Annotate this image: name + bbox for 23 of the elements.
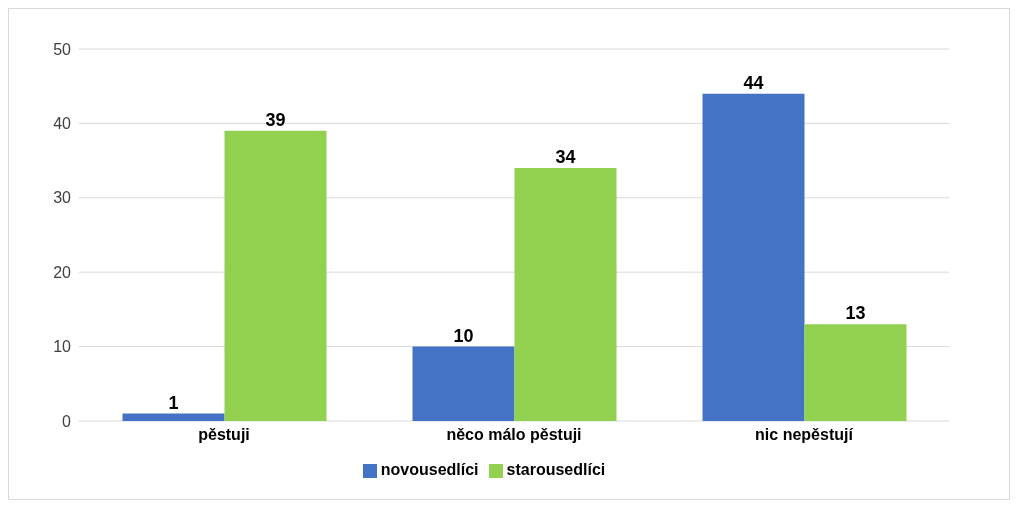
bar [514,168,617,421]
legend-label: novousedlíci [380,461,479,478]
bar [412,346,515,421]
y-tick-label: 30 [53,189,72,207]
y-tick-label: 50 [53,40,72,58]
x-tick-label: pěstuji [198,426,250,444]
data-label: 44 [743,72,764,93]
x-tick-label: nic nepěstují [755,426,854,444]
x-tick-label: něco málo pěstuji [446,426,582,444]
data-label: 39 [265,109,286,130]
bar [702,93,805,421]
data-label: 10 [453,325,474,346]
bar [804,324,907,421]
y-tick-label: 20 [53,263,72,281]
data-label: 1 [168,392,179,413]
data-label: 13 [845,303,866,324]
y-tick-label: 0 [62,412,72,430]
bar [224,130,327,421]
legend-label: starousedlíci [506,461,606,478]
y-tick-label: 10 [53,338,72,356]
data-label: 34 [555,147,576,168]
bar [122,413,225,421]
y-tick-label: 40 [53,115,72,133]
